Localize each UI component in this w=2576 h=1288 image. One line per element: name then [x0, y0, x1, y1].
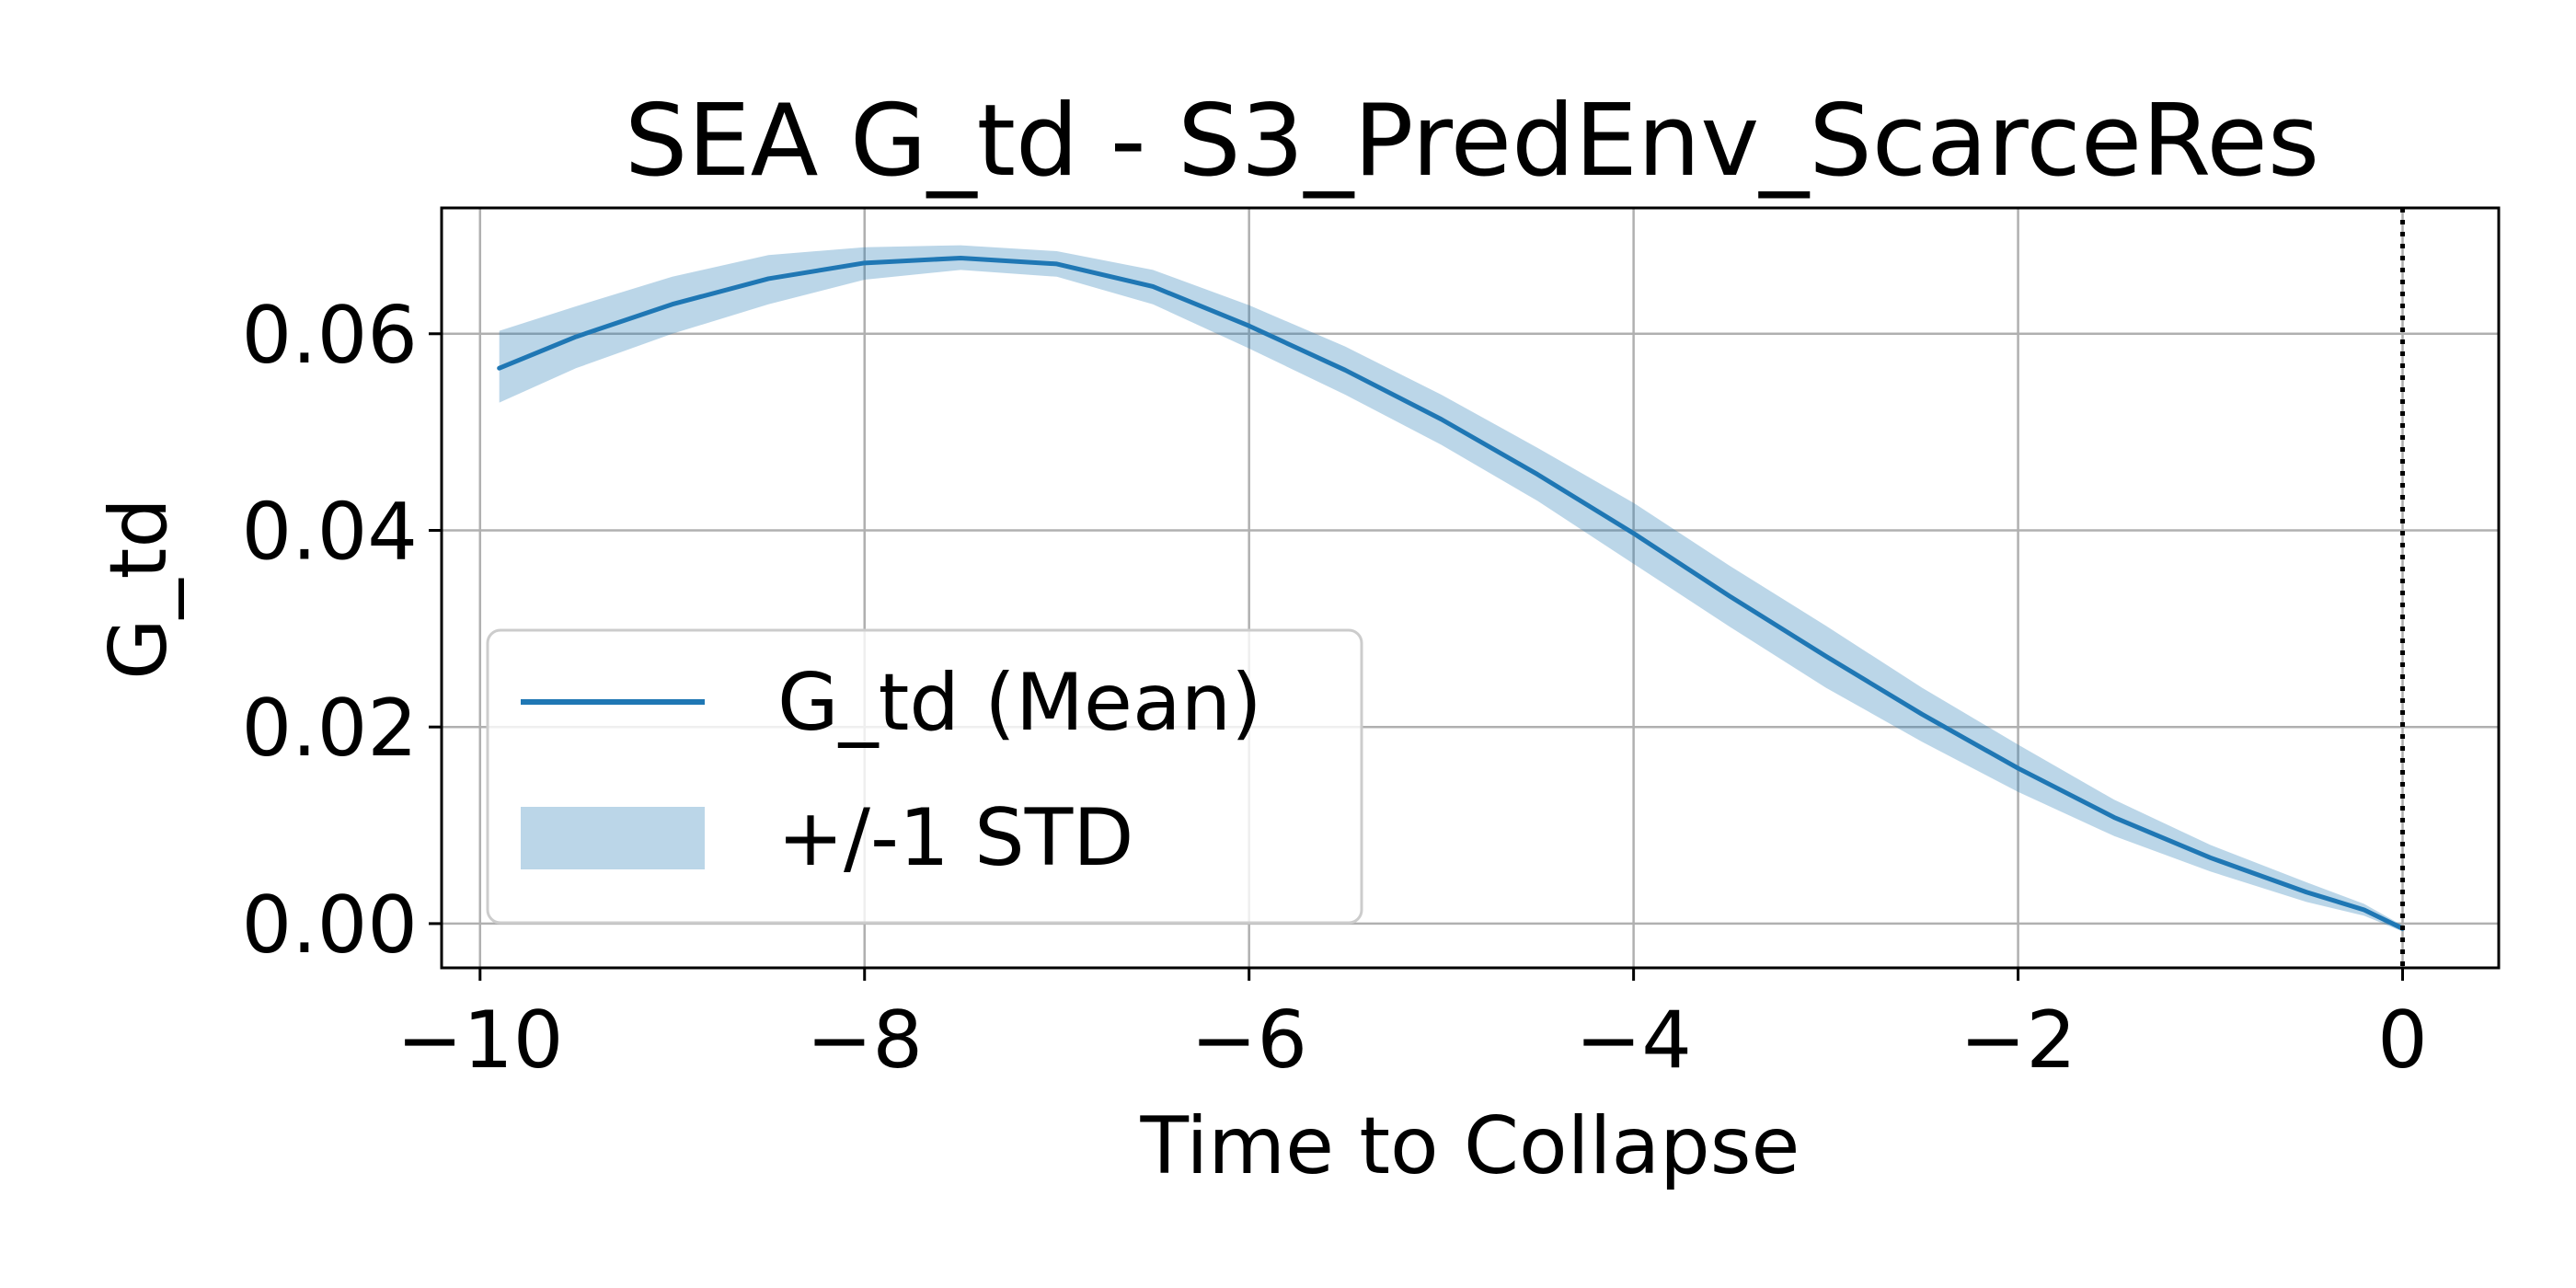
plot-frame [440, 206, 2501, 970]
legend-label-mean: G_td (Mean) [777, 657, 1262, 749]
legend: G_td (Mean) +/-1 STD [486, 628, 1363, 925]
mean-line-layer [497, 255, 2406, 931]
chart-title: SEA G_td - S3_PredEnv_ScarceRes [625, 84, 2319, 199]
legend-label-std: +/-1 STD [777, 792, 1133, 884]
x-tick-label: 0 [2377, 995, 2428, 1087]
y-axis-ticks: 0.00 0.02 0.04 0.06 [242, 290, 442, 972]
x-tick-label: −10 [397, 995, 564, 1087]
mean-line [497, 255, 2406, 931]
legend-band-swatch [521, 807, 705, 869]
y-tick-label: 0.06 [242, 290, 418, 382]
x-axis-label: Time to Collapse [1140, 1100, 1800, 1192]
std-band-layer [499, 245, 2403, 932]
y-axis-label: G_td [93, 498, 185, 680]
x-tick-label: −2 [1960, 995, 2076, 1087]
x-tick-label: −4 [1575, 995, 1692, 1087]
legend-box [486, 628, 1363, 925]
x-axis-ticks: −10 −8 −6 −4 −2 0 [397, 968, 2428, 1087]
y-tick-label: 0.02 [242, 683, 418, 775]
y-tick-label: 0.04 [242, 486, 418, 578]
y-tick-label: 0.00 [242, 880, 418, 972]
x-tick-label: −6 [1190, 995, 1307, 1087]
x-tick-label: −8 [806, 995, 923, 1087]
std-band [499, 245, 2403, 932]
